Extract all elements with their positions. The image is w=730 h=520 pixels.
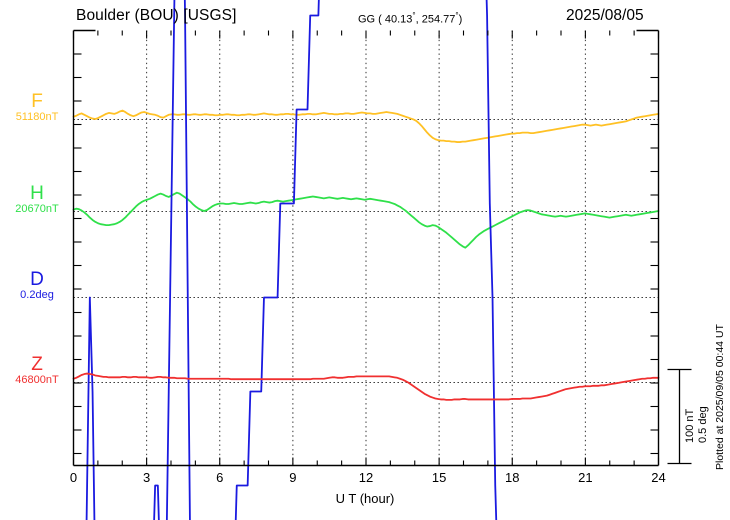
x-ticks	[72, 30, 660, 466]
x-tick-label: 0	[69, 470, 78, 485]
degree-symbol-lon: °	[455, 11, 459, 20]
component-letter: F	[31, 90, 43, 112]
component-baseline-value: 0.2deg	[20, 288, 54, 301]
x-tick-label: 9	[289, 470, 297, 485]
baselines	[73, 119, 659, 383]
component-letter: H	[30, 182, 44, 204]
trace-f	[72, 109, 660, 143]
scale-bar	[667, 368, 692, 465]
trace-d	[85, 0, 498, 520]
coords-suffix: )	[458, 13, 463, 26]
x-tick-label: 3	[143, 470, 151, 485]
plotted-at-timestamp: Plotted at 2025/09/05 00:44 UT	[714, 324, 726, 470]
component-baseline-value: 51180nT	[15, 110, 59, 123]
gridlines	[146, 30, 586, 466]
component-label-z: Z 46800nT	[0, 355, 74, 387]
x-axis-title: U T (hour)	[335, 491, 395, 506]
x-tick-label: 15	[431, 470, 447, 485]
x-tick-label: 12	[358, 470, 374, 485]
degree-symbol-lat: °	[412, 11, 416, 20]
component-letter: D	[30, 268, 44, 290]
component-label-h: H 20670nT	[0, 184, 74, 216]
component-baseline-value: 46800nT	[15, 373, 59, 386]
component-baseline-value: 20670nT	[15, 202, 59, 215]
trace-z	[72, 372, 660, 401]
x-tick-label: 21	[578, 470, 593, 485]
x-tick-label: 18	[505, 470, 520, 485]
component-label-f: F 51180nT	[0, 92, 74, 124]
coords-mid: , 254.77	[415, 13, 456, 26]
component-letter: Z	[31, 353, 43, 375]
scale-bar-label-nt: 100 nT	[684, 408, 696, 443]
component-label-d: D 0.2deg	[0, 270, 74, 302]
observation-date: 2025/08/05	[566, 7, 644, 24]
page-title: Boulder (BOU) [USGS]	[76, 7, 237, 24]
geographic-coordinates: GG ( 40.13°, 254.77°)	[358, 11, 462, 26]
coords-prefix: GG ( 40.13	[358, 13, 413, 26]
scale-bar-label-deg: 0.5 deg	[697, 406, 709, 443]
traces	[72, 0, 660, 520]
x-tick-label: 6	[216, 470, 224, 485]
y-ticks	[73, 53, 659, 455]
x-tick-label: 24	[651, 470, 666, 485]
